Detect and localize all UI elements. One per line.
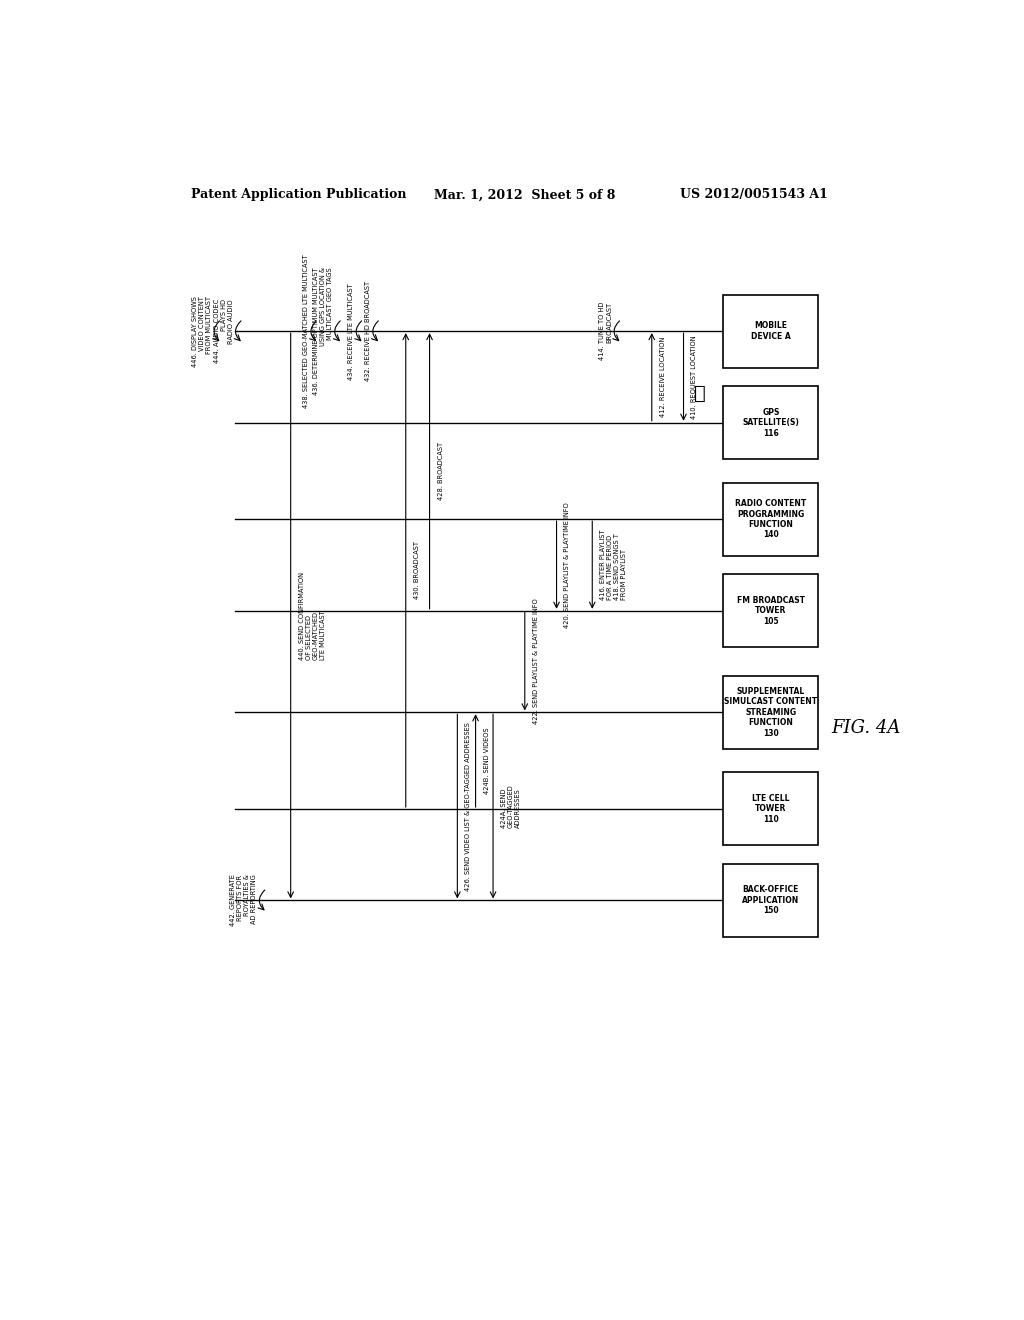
Text: 416. ENTER PLAYLIST
FOR A TIME PERIOD
418. SEND SONGS T
FROM PLAYLIST: 416. ENTER PLAYLIST FOR A TIME PERIOD 41… xyxy=(600,529,627,601)
Text: 436. DETERMINE OPTIMUM MULTICAST
USING GPS LOCATION &
MULTICAST GEO TAGS: 436. DETERMINE OPTIMUM MULTICAST USING G… xyxy=(312,268,333,395)
Text: 428. BROADCAST: 428. BROADCAST xyxy=(437,442,443,500)
Text: 434. RECEIVE LTE MULTICAST: 434. RECEIVE LTE MULTICAST xyxy=(348,282,354,380)
Text: US 2012/0051543 A1: US 2012/0051543 A1 xyxy=(680,189,827,202)
Text: MOBILE
DEVICE A: MOBILE DEVICE A xyxy=(751,322,791,341)
Bar xyxy=(723,676,818,748)
Text: GPS
SATELLITE(S)
116: GPS SATELLITE(S) 116 xyxy=(742,408,800,437)
Text: 440. SEND CONFIRMATION
OF SELECTED
GEO-MATCHED
LTE MULTICAST: 440. SEND CONFIRMATION OF SELECTED GEO-M… xyxy=(299,572,326,660)
Text: 410. REQUEST LOCATION: 410. REQUEST LOCATION xyxy=(691,335,697,418)
Bar xyxy=(723,385,818,459)
Text: 422. SEND PLAYLIST & PLAYTIME INFO: 422. SEND PLAYLIST & PLAYTIME INFO xyxy=(532,599,539,725)
Text: LTE CELL
TOWER
110: LTE CELL TOWER 110 xyxy=(752,795,790,824)
Bar xyxy=(723,483,818,556)
Bar xyxy=(723,863,818,937)
Text: ⛹‍: ⛹‍ xyxy=(693,384,706,403)
Text: 438. SELECTED GEO-MATCHED LTE MULTICAST: 438. SELECTED GEO-MATCHED LTE MULTICAST xyxy=(303,255,309,408)
Text: SUPPLEMENTAL
SIMULCAST CONTENT
STREAMING
FUNCTION
130: SUPPLEMENTAL SIMULCAST CONTENT STREAMING… xyxy=(724,686,817,738)
Text: Patent Application Publication: Patent Application Publication xyxy=(191,189,407,202)
Text: 424B. SEND VIDEOS: 424B. SEND VIDEOS xyxy=(483,727,489,793)
Text: 426. SEND VIDEO LIST & GEO-TAGGED ADDRESSES: 426. SEND VIDEO LIST & GEO-TAGGED ADDRES… xyxy=(465,722,471,891)
Text: 432. RECEIVE HD BROADCAST: 432. RECEIVE HD BROADCAST xyxy=(365,281,371,381)
Bar xyxy=(723,772,818,846)
Bar xyxy=(723,574,818,647)
Text: 442. GENERATE
REPORTS FOR
ROYALTIES &
AD REPORTING: 442. GENERATE REPORTS FOR ROYALTIES & AD… xyxy=(230,874,257,927)
Text: BACK-OFFICE
APPLICATION
150: BACK-OFFICE APPLICATION 150 xyxy=(742,886,800,915)
Text: 412. RECEIVE LOCATION: 412. RECEIVE LOCATION xyxy=(659,337,666,417)
Text: 414. TUNE TO HD
BROADCAST: 414. TUNE TO HD BROADCAST xyxy=(599,302,612,360)
Text: 424A. SEND
GEO-TAGGED
ADDRESSES: 424A. SEND GEO-TAGGED ADDRESSES xyxy=(501,784,521,828)
Text: 420. SEND PLAYLIST & PLAYTIME INFO: 420. SEND PLAYLIST & PLAYTIME INFO xyxy=(564,502,570,628)
Bar xyxy=(723,294,818,368)
Text: FIG. 4A: FIG. 4A xyxy=(831,718,901,737)
Text: 430. BROADCAST: 430. BROADCAST xyxy=(414,541,420,599)
Text: RADIO CONTENT
PROGRAMMING
FUNCTION
140: RADIO CONTENT PROGRAMMING FUNCTION 140 xyxy=(735,499,807,540)
Text: 444. AUDIO CODEC
PLAYS HD
RADIO AUDIO: 444. AUDIO CODEC PLAYS HD RADIO AUDIO xyxy=(214,300,233,363)
Text: Mar. 1, 2012  Sheet 5 of 8: Mar. 1, 2012 Sheet 5 of 8 xyxy=(433,189,614,202)
Text: 446. DISPLAY SHOWS
VIDEO CONTENT
FROM MULTICAST: 446. DISPLAY SHOWS VIDEO CONTENT FROM MU… xyxy=(193,296,212,367)
Text: FM BROADCAST
TOWER
105: FM BROADCAST TOWER 105 xyxy=(737,595,805,626)
